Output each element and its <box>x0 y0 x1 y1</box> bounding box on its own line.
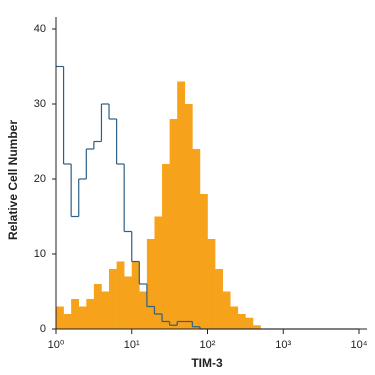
histogram-bar <box>169 119 178 329</box>
histogram-bar <box>162 164 170 329</box>
histogram-bar <box>86 299 95 329</box>
histogram-bar <box>78 306 87 329</box>
histogram-bar <box>124 276 133 329</box>
histogram-bar <box>71 299 80 329</box>
y-tick-label: 40 <box>34 23 46 35</box>
y-tick-label: 20 <box>34 173 46 185</box>
histogram-bar <box>93 284 102 329</box>
x-tick-label: 10⁰ <box>48 339 65 351</box>
histogram-bar <box>101 291 110 329</box>
y-axis-title: Relative Cell Number <box>6 120 20 240</box>
histogram-bar <box>146 239 155 329</box>
histogram-bar <box>177 81 186 329</box>
histogram-bar <box>131 261 140 329</box>
x-tick-label: 10¹ <box>124 339 140 351</box>
histogram-bar <box>192 149 201 329</box>
histogram-bar <box>252 325 261 329</box>
y-tick-label: 30 <box>34 98 46 110</box>
histogram-bar <box>215 269 223 329</box>
x-tick-label: 10⁴ <box>351 339 368 351</box>
histogram-bar <box>116 261 125 329</box>
histogram-bar <box>154 216 163 329</box>
histogram-bar <box>222 291 231 329</box>
histogram-bar <box>184 104 193 329</box>
histogram-bar <box>109 269 117 329</box>
histogram-bar <box>63 314 72 329</box>
x-tick-label: 10² <box>200 339 216 351</box>
x-tick-label: 10³ <box>275 339 291 351</box>
step-connector <box>62 66 201 329</box>
x-axis-title: TIM-3 <box>191 356 223 370</box>
y-tick-label: 0 <box>40 323 46 335</box>
histogram-bar <box>56 306 64 329</box>
histogram-bar <box>230 306 239 329</box>
y-tick-label: 10 <box>34 248 46 260</box>
histogram-bar <box>245 317 254 329</box>
histogram-bar <box>207 239 216 329</box>
histogram-bar <box>139 291 148 329</box>
histogram-bar <box>199 194 208 329</box>
histogram-bar <box>237 314 246 329</box>
